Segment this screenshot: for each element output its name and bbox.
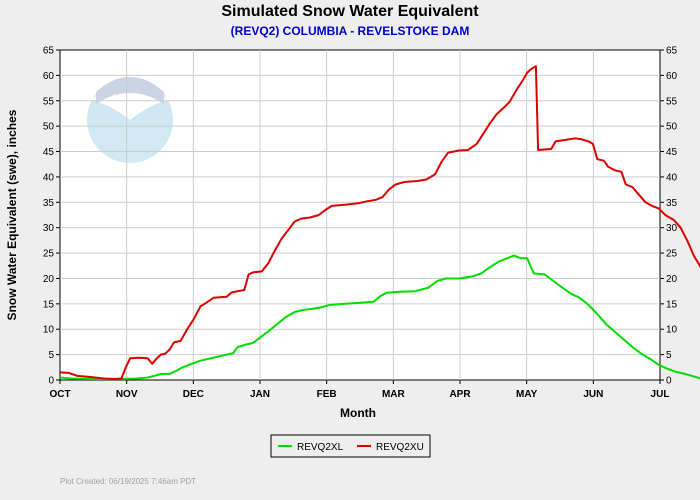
- y-tick-label-left: 5: [48, 350, 54, 361]
- y-tick-label-left: 20: [43, 274, 55, 285]
- y-tick-label-left: 60: [43, 71, 55, 82]
- y-tick-label-left: 10: [43, 325, 55, 336]
- y-tick-label-left: 15: [43, 299, 55, 310]
- y-tick-label-left: 55: [43, 96, 55, 107]
- y-tick-label-left: 65: [43, 46, 55, 57]
- y-tick-label-right: 25: [666, 249, 678, 260]
- y-axis-right-ticks: 0 5 10 15 20 25 30 35 40 45 50 55 60 65: [660, 46, 678, 387]
- legend: REVQ2XL REVQ2XU: [270, 434, 431, 458]
- x-tick-label: OCT: [49, 389, 70, 400]
- x-tick-label: JUN: [583, 389, 603, 400]
- x-axis-label: Month: [340, 406, 376, 420]
- x-tick-label: JUL: [651, 389, 670, 400]
- y-tick-label-right: 55: [666, 96, 678, 107]
- x-tick-label: APR: [449, 389, 471, 400]
- svg-text:NOAA: NOAA: [112, 92, 148, 106]
- y-axis-left-ticks: 0 5 10 15 20 25 30 35 40 45 50 55 60 65: [43, 46, 60, 387]
- noaa-logo: NOAA: [87, 77, 173, 163]
- series-line-revq2xu: [59, 65, 700, 380]
- y-tick-label-right: 40: [666, 172, 678, 183]
- y-tick-label-right: 0: [666, 376, 672, 387]
- y-tick-label-right: 35: [666, 198, 678, 209]
- data-series: [59, 65, 700, 380]
- y-tick-label-right: 10: [666, 325, 678, 336]
- series-line-revq2xl: [59, 254, 700, 380]
- chart-title: Simulated Snow Water Equivalent: [221, 3, 479, 20]
- x-tick-label: MAY: [516, 389, 538, 400]
- chart-subtitle: (REVQ2) COLUMBIA - REVELSTOKE DAM: [231, 24, 470, 38]
- x-tick-label: NOV: [116, 389, 138, 400]
- legend-label-revq2xl: REVQ2XL: [297, 442, 344, 453]
- legend-box: [270, 434, 431, 458]
- plot-created-footer: Plot Created: 06/19/2025 7:46am PDT: [60, 477, 196, 486]
- y-tick-label-right: 20: [666, 274, 678, 285]
- y-tick-label-right: 30: [666, 223, 678, 234]
- plot-area: [59, 49, 661, 381]
- y-tick-label-left: 45: [43, 147, 55, 158]
- y-tick-label-left: 50: [43, 122, 55, 133]
- y-tick-label-right: 60: [666, 71, 678, 82]
- y-axis-label: Snow Water Equivalent (swe), inches: [5, 109, 19, 320]
- x-tick-label: MAR: [382, 389, 406, 400]
- legend-label-revq2xu: REVQ2XU: [376, 442, 424, 453]
- y-tick-label-right: 65: [666, 46, 678, 57]
- y-tick-label-left: 35: [43, 198, 55, 209]
- y-tick-label-left: 30: [43, 223, 55, 234]
- y-tick-label-right: 15: [666, 299, 678, 310]
- y-tick-label-left: 40: [43, 172, 55, 183]
- y-tick-label-right: 50: [666, 122, 678, 133]
- x-tick-label: DEC: [183, 389, 204, 400]
- x-axis-ticks: OCT NOV DEC JAN FEB MAR APR MAY JUN JUL: [49, 380, 669, 400]
- y-tick-label-right: 5: [666, 350, 672, 361]
- x-tick-label: FEB: [317, 389, 337, 400]
- y-tick-label-left: 0: [48, 376, 54, 387]
- x-tick-label: JAN: [250, 389, 270, 400]
- y-tick-label-left: 25: [43, 249, 55, 260]
- y-tick-label-right: 45: [666, 147, 678, 158]
